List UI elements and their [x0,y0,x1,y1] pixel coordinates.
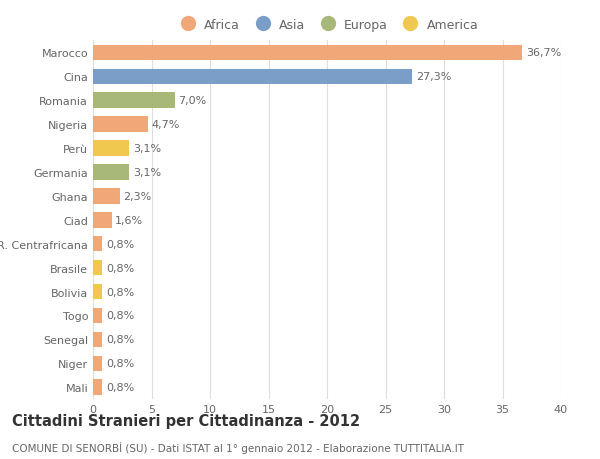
Bar [93,380,103,395]
Bar [93,308,103,324]
Bar [93,141,129,157]
Bar [93,165,129,180]
Bar [93,189,120,204]
Text: 0,8%: 0,8% [106,287,134,297]
Text: 2,3%: 2,3% [124,191,152,202]
Bar [93,45,523,61]
Text: Cittadini Stranieri per Cittadinanza - 2012: Cittadini Stranieri per Cittadinanza - 2… [12,413,360,428]
Text: COMUNE DI SENORBÌ (SU) - Dati ISTAT al 1° gennaio 2012 - Elaborazione TUTTITALIA: COMUNE DI SENORBÌ (SU) - Dati ISTAT al 1… [12,441,464,453]
Text: 1,6%: 1,6% [115,215,143,225]
Bar [93,236,103,252]
Text: 0,8%: 0,8% [106,311,134,321]
Text: 0,8%: 0,8% [106,263,134,273]
Text: 27,3%: 27,3% [416,72,451,82]
Text: 0,8%: 0,8% [106,382,134,392]
Bar [93,69,412,85]
Bar [93,356,103,371]
Legend: Africa, Asia, Europa, America: Africa, Asia, Europa, America [176,18,478,32]
Bar [93,117,148,133]
Text: 7,0%: 7,0% [178,96,206,106]
Text: 3,1%: 3,1% [133,168,161,178]
Bar [93,213,112,228]
Bar [93,284,103,300]
Text: 0,8%: 0,8% [106,239,134,249]
Text: 0,8%: 0,8% [106,335,134,345]
Bar [93,332,103,347]
Bar [93,260,103,276]
Text: 36,7%: 36,7% [526,48,561,58]
Text: 4,7%: 4,7% [151,120,180,130]
Bar [93,93,175,109]
Text: 0,8%: 0,8% [106,358,134,369]
Text: 3,1%: 3,1% [133,144,161,154]
